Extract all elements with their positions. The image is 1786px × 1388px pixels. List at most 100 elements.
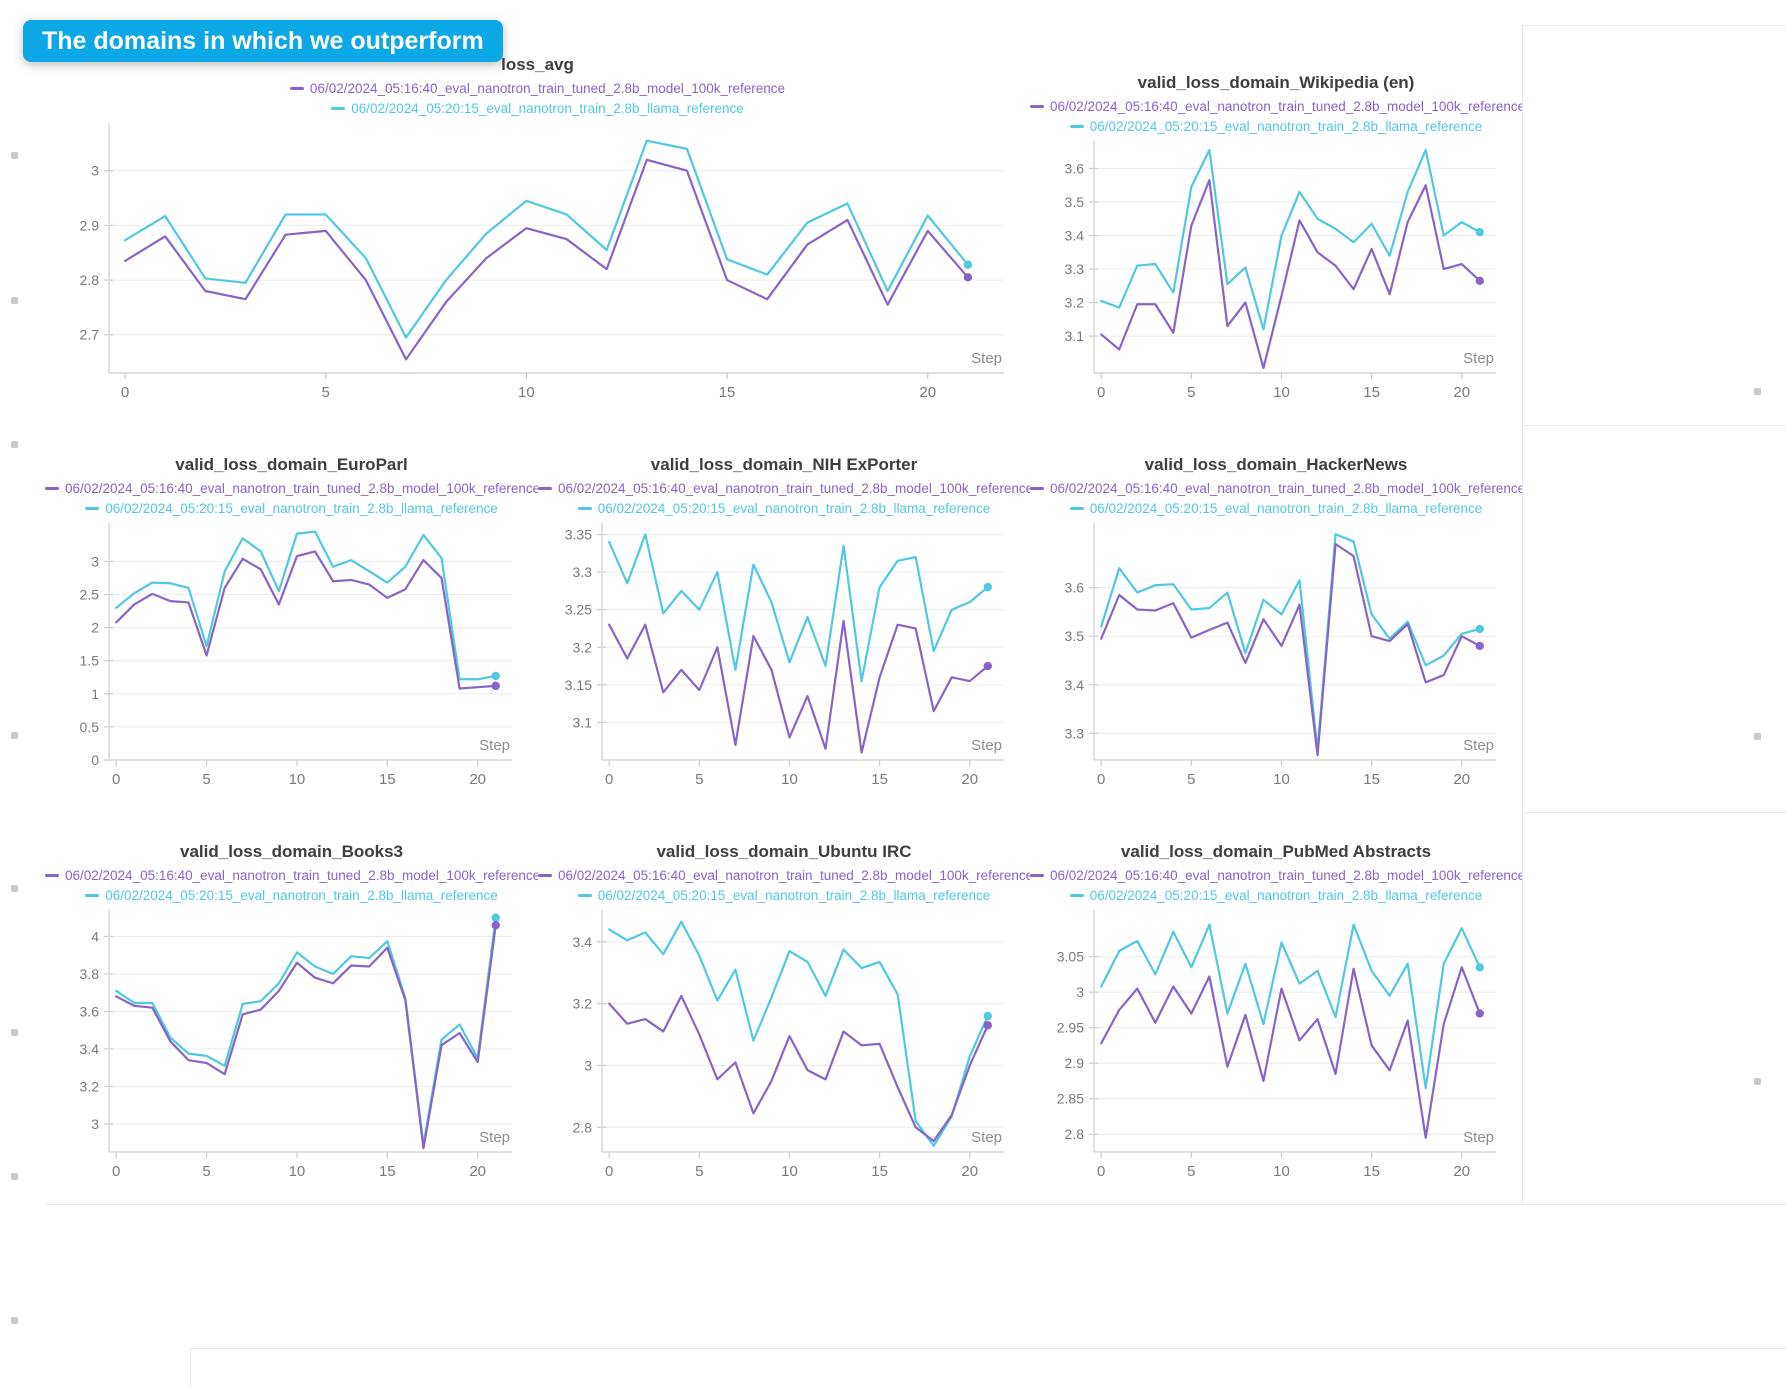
legend-entry-run-a[interactable]: 06/02/2024_05:16:40_eval_nanotron_train_… [538, 866, 1030, 886]
line-chart-plot[interactable]: 3.1 3.2 3.3 3.4 3.5 3.6 0 5 10 15 20 Step [1030, 137, 1522, 422]
chart-svg: 0 0.5 1 1.5 2 2.5 3 0 5 10 15 20 Step [80, 523, 512, 788]
legend-swatch-icon [1069, 506, 1084, 510]
panel-drag-handle[interactable] [11, 1317, 18, 1324]
svg-text:3.25: 3.25 [565, 602, 592, 618]
legend-entry-run-b[interactable]: 06/02/2024_05:20:15_eval_nanotron_train_… [538, 886, 1030, 906]
legend-entry-run-b[interactable]: 06/02/2024_05:20:15_eval_nanotron_train_… [1030, 886, 1522, 906]
panel-drag-handle[interactable] [11, 1029, 18, 1036]
legend-run-name: 06/02/2024_05:20:15_eval_nanotron_train_… [1089, 888, 1483, 903]
chart-legend: 06/02/2024_05:16:40_eval_nanotron_train_… [1030, 866, 1522, 906]
svg-text:3: 3 [1076, 984, 1084, 1000]
svg-text:10: 10 [289, 1163, 306, 1180]
panel-drag-handle[interactable] [11, 441, 18, 448]
legend-entry-run-a[interactable]: 06/02/2024_05:16:40_eval_nanotron_train_… [1030, 479, 1522, 499]
svg-text:2.9: 2.9 [1065, 1055, 1085, 1071]
svg-text:3.6: 3.6 [1065, 160, 1085, 176]
legend-run-name: 06/02/2024_05:16:40_eval_nanotron_train_… [1050, 99, 1522, 114]
panel-drag-handle[interactable] [1754, 388, 1761, 395]
panel-drag-handle[interactable] [11, 732, 18, 739]
svg-text:2.95: 2.95 [1057, 1020, 1084, 1036]
chart-panel-valid-loss-domain-books3[interactable]: valid_loss_domain_Books3 06/02/2024_05:1… [45, 812, 538, 1204]
chart-legend: 06/02/2024_05:16:40_eval_nanotron_train_… [45, 866, 538, 906]
legend-entry-run-a[interactable]: 06/02/2024_05:16:40_eval_nanotron_train_… [1030, 866, 1522, 886]
legend-swatch-icon [538, 873, 552, 877]
legend-swatch-icon [1030, 486, 1044, 490]
x-axis-label: Step [1463, 350, 1494, 367]
svg-text:3.2: 3.2 [80, 1078, 100, 1094]
panel-drag-handle[interactable] [1754, 1078, 1761, 1085]
legend-run-name: 06/02/2024_05:20:15_eval_nanotron_train_… [1089, 119, 1483, 134]
x-axis-label: Step [971, 1129, 1002, 1146]
legend-run-name: 06/02/2024_05:20:15_eval_nanotron_train_… [597, 888, 991, 903]
svg-text:5: 5 [1187, 771, 1195, 788]
legend-entry-run-a[interactable]: 06/02/2024_05:16:40_eval_nanotron_train_… [45, 479, 538, 499]
svg-text:15: 15 [1363, 771, 1380, 788]
line-chart-plot[interactable]: 3 3.2 3.4 3.6 3.8 4 0 5 10 15 20 Step [45, 906, 538, 1201]
line-chart-plot[interactable]: 2.8 3 3.2 3.4 0 5 10 15 20 Step [538, 906, 1030, 1201]
legend-run-name: 06/02/2024_05:20:15_eval_nanotron_train_… [1089, 501, 1483, 516]
chart-title: valid_loss_domain_Ubuntu IRC [656, 842, 912, 861]
legend-run-name: 06/02/2024_05:20:15_eval_nanotron_train_… [105, 501, 498, 516]
legend-swatch-icon [1030, 873, 1044, 877]
legend-run-name: 06/02/2024_05:16:40_eval_nanotron_train_… [309, 81, 786, 96]
chart-panel-valid-loss-domain-ubuntu-irc[interactable]: valid_loss_domain_Ubuntu IRC 06/02/2024_… [538, 812, 1030, 1204]
chart-panel-valid-loss-domain-hackernews[interactable]: valid_loss_domain_HackerNews 06/02/2024_… [1030, 425, 1522, 812]
legend-entry-run-b[interactable]: 06/02/2024_05:20:15_eval_nanotron_train_… [1030, 117, 1522, 137]
chart-title: valid_loss_domain_Books3 [180, 842, 403, 861]
legend-entry-run-b[interactable]: 06/02/2024_05:20:15_eval_nanotron_train_… [45, 886, 538, 906]
svg-text:5: 5 [322, 384, 330, 401]
legend-entry-run-b[interactable]: 06/02/2024_05:20:15_eval_nanotron_train_… [45, 499, 538, 519]
svg-text:2.5: 2.5 [80, 587, 100, 603]
legend-entry-run-b[interactable]: 06/02/2024_05:20:15_eval_nanotron_train_… [538, 499, 1030, 519]
chart-panel-valid-loss-domain-nih-exporter[interactable]: valid_loss_domain_NIH ExPorter 06/02/202… [538, 425, 1030, 812]
legend-entry-run-a[interactable]: 06/02/2024_05:16:40_eval_nanotron_train_… [1030, 97, 1522, 117]
svg-text:15: 15 [871, 1163, 888, 1180]
legend-run-name: 06/02/2024_05:20:15_eval_nanotron_train_… [105, 888, 498, 903]
svg-text:2.8: 2.8 [1065, 1126, 1085, 1142]
chart-title: valid_loss_domain_NIH ExPorter [650, 455, 918, 474]
svg-text:2.8: 2.8 [80, 272, 100, 288]
line-chart-plot[interactable]: 2.7 2.8 2.9 3 0 5 10 15 20 Step [45, 119, 1030, 422]
line-chart-plot[interactable]: 2.8 2.85 2.9 2.95 3 3.05 0 5 10 15 20 Step [1030, 906, 1522, 1201]
chart-svg: 2.8 3 3.2 3.4 0 5 10 15 20 Step [573, 910, 1004, 1180]
svg-text:20: 20 [1453, 384, 1470, 401]
chart-panel-valid-loss-domain-wikipedia-en-[interactable]: valid_loss_domain_Wikipedia (en) 06/02/2… [1030, 25, 1522, 425]
svg-text:5: 5 [202, 1163, 210, 1180]
x-axis-label: Step [479, 737, 510, 754]
svg-text:20: 20 [1453, 1163, 1470, 1180]
svg-text:0: 0 [605, 771, 613, 788]
panel-drag-handle[interactable] [11, 297, 18, 304]
chart-title: loss_avg [501, 55, 574, 74]
svg-text:15: 15 [719, 384, 736, 401]
panel-drag-handle[interactable] [11, 1173, 18, 1180]
svg-text:3.4: 3.4 [80, 1041, 100, 1057]
legend-entry-run-a[interactable]: 06/02/2024_05:16:40_eval_nanotron_train_… [538, 479, 1030, 499]
chart-panel-valid-loss-domain-europarl[interactable]: valid_loss_domain_EuroParl 06/02/2024_05… [45, 425, 538, 812]
svg-text:2.8: 2.8 [573, 1119, 593, 1135]
svg-text:3.6: 3.6 [1065, 580, 1085, 596]
legend-run-name: 06/02/2024_05:16:40_eval_nanotron_train_… [65, 481, 538, 496]
legend-entry-run-a[interactable]: 06/02/2024_05:16:40_eval_nanotron_train_… [45, 79, 1030, 99]
svg-text:3: 3 [91, 1116, 99, 1132]
svg-text:20: 20 [919, 384, 936, 401]
legend-entry-run-b[interactable]: 06/02/2024_05:20:15_eval_nanotron_train_… [45, 99, 1030, 119]
panel-drag-handle[interactable] [11, 885, 18, 892]
legend-entry-run-b[interactable]: 06/02/2024_05:20:15_eval_nanotron_train_… [1030, 499, 1522, 519]
chart-panel-loss-avg[interactable]: loss_avg 06/02/2024_05:16:40_eval_nanotr… [45, 25, 1030, 425]
panel-drag-handle[interactable] [1754, 733, 1761, 740]
svg-text:0: 0 [1097, 771, 1105, 788]
chart-panel-valid-loss-domain-pubmed-abstracts[interactable]: valid_loss_domain_PubMed Abstracts 06/02… [1030, 812, 1522, 1204]
svg-text:3.3: 3.3 [573, 564, 593, 580]
svg-text:0: 0 [121, 384, 129, 401]
grid-border-next-row-left [190, 1348, 191, 1388]
legend-entry-run-a[interactable]: 06/02/2024_05:16:40_eval_nanotron_train_… [45, 866, 538, 886]
chart-svg: 2.8 2.85 2.9 2.95 3 3.05 0 5 10 15 20 Step [1057, 910, 1496, 1180]
svg-text:20: 20 [961, 771, 978, 788]
line-chart-plot[interactable]: 3.3 3.4 3.5 3.6 0 5 10 15 20 Step [1030, 519, 1522, 809]
legend-run-name: 06/02/2024_05:16:40_eval_nanotron_train_… [65, 868, 538, 883]
line-chart-plot[interactable]: 0 0.5 1 1.5 2 2.5 3 0 5 10 15 20 Step [45, 519, 538, 809]
svg-text:10: 10 [781, 771, 798, 788]
legend-swatch-icon [577, 893, 592, 897]
panel-drag-handle[interactable] [11, 152, 18, 159]
line-chart-plot[interactable]: 3.1 3.15 3.2 3.25 3.3 3.35 0 5 10 15 20 Step [538, 519, 1030, 809]
